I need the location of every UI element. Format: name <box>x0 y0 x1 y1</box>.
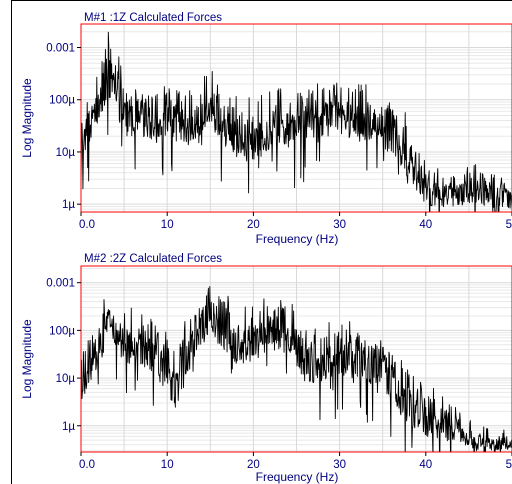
y-tick-label: 1µ <box>62 421 75 433</box>
series-line-1 <box>81 31 512 212</box>
window-border-top <box>11 0 512 1</box>
x-axis-label-2: Frequency (Hz) <box>256 470 339 484</box>
y-tick-label: 10µ <box>56 147 76 159</box>
plot-frame-1 <box>80 23 512 213</box>
x-tick-label: 40 <box>419 459 432 471</box>
window-border-left <box>11 0 12 484</box>
x-tick-label: 50 <box>506 459 512 471</box>
x-tick-label: 30 <box>333 459 346 471</box>
y-axis-label-1: Log Magnitude <box>20 78 34 158</box>
series-line-2 <box>81 286 512 452</box>
x-tick-label: 40 <box>419 219 432 231</box>
x-tick-label: 10 <box>161 219 174 231</box>
plot-frame-2 <box>80 265 512 453</box>
x-tick-label: 10 <box>161 459 174 471</box>
y-tick-label: 0.001 <box>46 43 75 55</box>
x-tick-label: 20 <box>247 219 260 231</box>
chart-title-2: M#2 :2Z Calculated Forces <box>84 253 222 265</box>
y-axis-label-2: Log Magnitude <box>20 319 34 399</box>
y-tick-label: 1µ <box>62 199 75 211</box>
x-tick-label: 30 <box>333 219 346 231</box>
chart-title-1: M#1 :1Z Calculated Forces <box>84 12 222 24</box>
y-tick-label: 100µ <box>49 95 75 107</box>
x-tick-label: 0.0 <box>79 459 95 471</box>
x-tick-label: 0.0 <box>79 219 95 231</box>
y-tick-label: 100µ <box>49 325 75 337</box>
y-tick-label: 10µ <box>56 373 76 385</box>
x-axis-label-1: Frequency (Hz) <box>256 232 339 246</box>
y-tick-label: 0.001 <box>46 278 75 290</box>
x-tick-label: 20 <box>247 459 260 471</box>
x-tick-label: 50 <box>506 219 512 231</box>
